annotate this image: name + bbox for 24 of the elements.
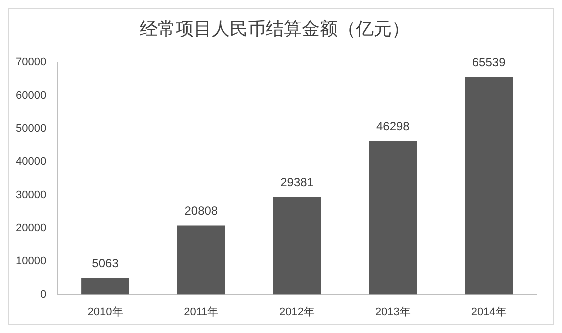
bar	[177, 226, 226, 295]
y-tick-label: 60000	[16, 90, 47, 102]
bar	[465, 77, 514, 295]
y-tick-label: 10000	[16, 256, 47, 268]
bar	[273, 197, 322, 295]
data-label: 65539	[472, 56, 506, 70]
y-tick-label: 0	[40, 288, 47, 301]
y-tick-label: 30000	[16, 189, 47, 202]
bar	[82, 278, 130, 295]
x-tick-label: 2014年	[471, 306, 507, 318]
bar	[369, 141, 418, 295]
y-tick-label: 50000	[16, 122, 47, 135]
y-tick-label: 20000	[16, 222, 47, 234]
x-tick-label: 2010年	[88, 306, 124, 318]
y-tick-label: 70000	[16, 56, 47, 69]
data-label: 20808	[184, 204, 218, 218]
data-label: 29381	[280, 176, 314, 190]
x-tick-label: 2012年	[280, 306, 316, 318]
x-tick-label: 2013年	[375, 306, 411, 318]
chart-title: 经常项目人民币结算金额（亿元）	[140, 18, 410, 39]
y-tick-label: 40000	[16, 156, 47, 168]
data-label: 46298	[376, 120, 410, 134]
data-label: 5063	[92, 256, 120, 270]
x-tick-label: 2011年	[184, 306, 219, 318]
